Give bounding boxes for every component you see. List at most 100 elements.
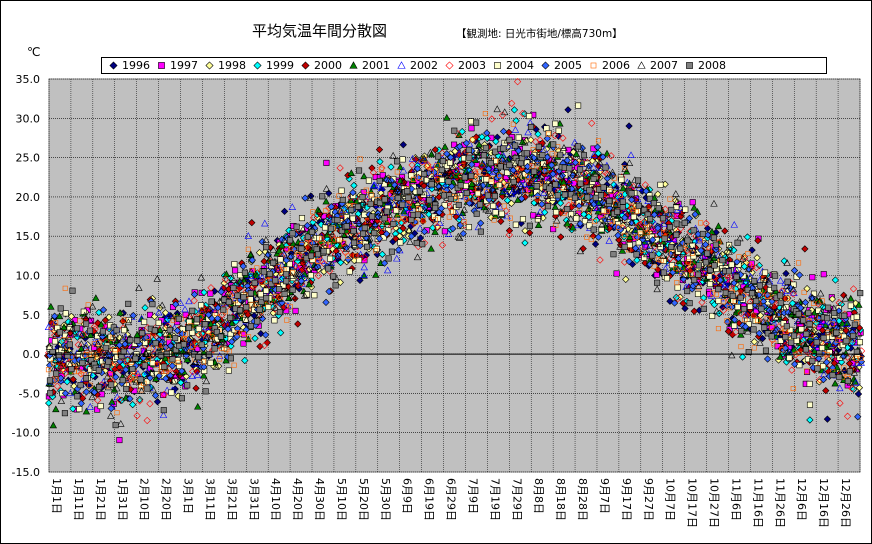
data-point bbox=[162, 330, 169, 337]
data-point bbox=[474, 190, 481, 197]
data-point bbox=[733, 258, 741, 266]
data-point bbox=[858, 355, 864, 362]
data-point bbox=[393, 207, 400, 214]
data-point bbox=[695, 271, 702, 278]
data-point bbox=[734, 303, 741, 311]
data-point bbox=[569, 223, 577, 231]
data-point bbox=[855, 301, 863, 308]
x-tick-label: 5月10日 bbox=[335, 478, 348, 521]
data-point bbox=[244, 232, 252, 239]
data-point bbox=[270, 259, 277, 266]
data-point bbox=[176, 362, 183, 370]
data-point bbox=[332, 282, 339, 289]
data-point bbox=[74, 325, 81, 332]
data-point bbox=[291, 294, 299, 303]
data-point bbox=[413, 199, 422, 206]
data-point bbox=[511, 126, 520, 133]
data-point bbox=[117, 420, 125, 427]
data-point bbox=[590, 226, 597, 233]
data-point bbox=[829, 372, 836, 379]
data-point bbox=[261, 219, 269, 227]
data-point bbox=[724, 327, 733, 335]
data-point bbox=[48, 325, 56, 333]
data-point bbox=[221, 340, 230, 348]
data-point bbox=[536, 174, 544, 182]
data-point bbox=[125, 300, 132, 307]
data-point bbox=[599, 212, 605, 218]
data-point bbox=[372, 271, 380, 278]
data-point bbox=[228, 338, 236, 346]
data-point bbox=[161, 363, 168, 370]
data-point bbox=[375, 234, 384, 243]
data-point bbox=[683, 246, 691, 254]
data-point bbox=[145, 351, 153, 359]
data-point bbox=[550, 156, 558, 163]
data-point bbox=[573, 215, 580, 222]
data-point bbox=[205, 305, 213, 313]
data-point bbox=[341, 240, 347, 246]
data-point bbox=[584, 164, 593, 172]
data-point bbox=[193, 371, 202, 378]
data-point bbox=[793, 337, 800, 344]
data-point bbox=[311, 292, 318, 299]
data-point bbox=[280, 251, 288, 258]
data-point bbox=[674, 280, 680, 286]
legend-label: 1998 bbox=[218, 59, 246, 72]
data-point bbox=[783, 282, 791, 290]
data-point bbox=[360, 263, 368, 271]
data-point bbox=[841, 312, 848, 319]
data-point bbox=[646, 242, 654, 249]
data-point bbox=[719, 257, 726, 264]
data-point bbox=[107, 404, 115, 413]
data-point bbox=[635, 202, 642, 209]
data-point bbox=[800, 317, 807, 324]
data-point bbox=[719, 306, 728, 314]
legend-marker bbox=[109, 61, 118, 70]
data-point bbox=[554, 192, 561, 199]
data-point bbox=[715, 309, 723, 318]
data-point bbox=[53, 370, 60, 377]
data-point bbox=[580, 210, 588, 218]
data-point bbox=[651, 263, 657, 269]
data-point bbox=[495, 202, 504, 210]
data-point bbox=[57, 362, 65, 369]
data-point bbox=[792, 350, 800, 359]
data-point bbox=[803, 284, 811, 293]
data-point bbox=[628, 196, 636, 204]
data-point bbox=[162, 374, 170, 383]
data-point bbox=[806, 380, 813, 387]
data-point bbox=[85, 302, 91, 308]
data-point bbox=[435, 153, 442, 160]
data-point bbox=[169, 356, 176, 363]
data-point bbox=[690, 246, 698, 254]
data-point bbox=[315, 207, 324, 215]
data-point bbox=[679, 248, 687, 255]
data-point bbox=[108, 381, 115, 388]
data-point bbox=[225, 367, 232, 374]
data-point bbox=[334, 217, 341, 224]
data-point bbox=[364, 243, 371, 250]
data-point bbox=[737, 309, 745, 317]
data-point bbox=[465, 146, 472, 153]
data-point bbox=[604, 208, 610, 214]
data-point bbox=[99, 306, 108, 314]
data-point bbox=[69, 375, 77, 384]
data-point bbox=[626, 241, 633, 249]
data-point bbox=[545, 177, 553, 185]
data-point bbox=[413, 240, 420, 247]
x-tick-label: 12月16日 bbox=[817, 478, 830, 528]
data-point bbox=[157, 352, 164, 359]
data-point bbox=[838, 319, 847, 327]
data-point bbox=[283, 271, 290, 278]
data-point bbox=[140, 371, 148, 379]
data-point bbox=[138, 387, 144, 393]
data-point bbox=[127, 337, 134, 344]
data-point bbox=[744, 286, 751, 293]
data-point bbox=[149, 359, 156, 367]
data-point bbox=[151, 327, 158, 334]
data-point bbox=[376, 177, 383, 185]
x-tick-label: 1月31日 bbox=[116, 478, 129, 521]
x-tick-label: 6月19日 bbox=[423, 478, 436, 521]
data-point bbox=[114, 410, 120, 416]
data-point bbox=[681, 304, 689, 313]
